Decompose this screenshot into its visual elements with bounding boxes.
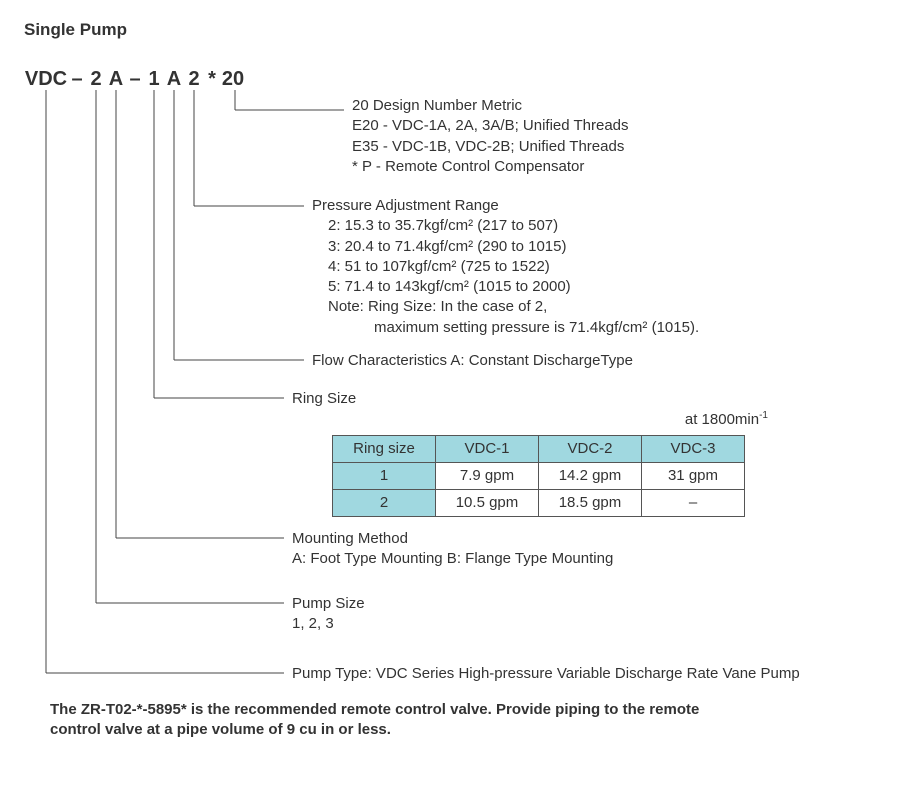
footer-line2: control valve at a pipe volume of 9 cu i… [50, 720, 879, 740]
pumpsize-heading: Pump Size [292, 594, 365, 614]
design-item-0: E20 - VDC-1A, 2A, 3A/B; Unified Threads [352, 116, 629, 136]
pressure-item-3: 5: 71.4 to 143kgf/cm² (1015 to 2000) [328, 277, 699, 297]
mounting-heading: Mounting Method [292, 529, 613, 549]
design-item-2: * P - Remote Control Compensator [352, 157, 629, 177]
pumpsize-block: Pump Size 1, 2, 3 [292, 594, 365, 635]
design-item-1: E35 - VDC-1B, VDC-2B; Unified Threads [352, 137, 629, 157]
table-row: 1 7.9 gpm 14.2 gpm 31 gpm [333, 462, 745, 489]
ring-caption-exp: -1 [759, 410, 768, 421]
seg-design: 20 [220, 68, 246, 91]
page-title: Single Pump [24, 20, 899, 40]
ring-caption-prefix: at 1800min [685, 411, 759, 428]
th-ringsize: Ring size [333, 435, 436, 462]
pumpsize-line: 1, 2, 3 [292, 614, 365, 634]
table-header-row: Ring size VDC-1 VDC-2 VDC-3 [333, 435, 745, 462]
ring-heading: Ring Size [292, 389, 772, 409]
pressure-note-2: maximum setting pressure is 71.4kgf/cm² … [328, 318, 699, 338]
seg-pressure: 2 [184, 68, 204, 91]
seg-vdc: VDC [24, 68, 68, 91]
seg-dash1: – [68, 68, 86, 91]
cell-r2c3: – [642, 490, 745, 517]
seg-pumpsize: 2 [86, 68, 106, 91]
pressure-item-1: 3: 20.4 to 71.4kgf/cm² (290 to 1015) [328, 237, 699, 257]
seg-star: * [204, 68, 220, 91]
ring-table-caption: at 1800min-1 [332, 409, 772, 430]
seg-ring: 1 [144, 68, 164, 91]
table-row: 2 10.5 gpm 18.5 gpm – [333, 490, 745, 517]
mounting-line: A: Foot Type Mounting B: Flange Type Mou… [292, 549, 613, 569]
cell-r1c2: 14.2 gpm [539, 462, 642, 489]
design-number-block: 20 Design Number Metric E20 - VDC-1A, 2A… [352, 96, 629, 177]
footer-line1: The ZR-T02-*-5895* is the recommended re… [50, 700, 879, 720]
pressure-block: Pressure Adjustment Range 2: 15.3 to 35.… [312, 196, 699, 338]
pressure-item-0: 2: 15.3 to 35.7kgf/cm² (217 to 507) [328, 216, 699, 236]
seg-flow: A [164, 68, 184, 91]
footer-note: The ZR-T02-*-5895* is the recommended re… [50, 700, 879, 741]
ring-block: Ring Size at 1800min-1 Ring size VDC-1 V… [292, 389, 772, 517]
th-vdc1: VDC-1 [436, 435, 539, 462]
pressure-item-2: 4: 51 to 107kgf/cm² (725 to 1522) [328, 257, 699, 277]
seg-mount: A [106, 68, 126, 91]
model-code: VDC–2A–1A2*20 [24, 68, 246, 91]
pressure-note-1: Note: Ring Size: In the case of 2, [328, 297, 699, 317]
cell-r1c0: 1 [333, 462, 436, 489]
pumptype-text: Pump Type: VDC Series High-pressure Vari… [292, 665, 800, 682]
cell-r2c0: 2 [333, 490, 436, 517]
model-breakdown-diagram: VDC–2A–1A2*20 [24, 68, 899, 768]
th-vdc2: VDC-2 [539, 435, 642, 462]
ring-size-table: Ring size VDC-1 VDC-2 VDC-3 1 7.9 gpm 14… [332, 435, 745, 518]
seg-dash2: – [126, 68, 144, 91]
flow-text: Flow Characteristics A: Constant Dischar… [312, 352, 633, 369]
design-heading: 20 Design Number Metric [352, 96, 629, 116]
cell-r2c2: 18.5 gpm [539, 490, 642, 517]
mounting-block: Mounting Method A: Foot Type Mounting B:… [292, 529, 613, 570]
cell-r1c1: 7.9 gpm [436, 462, 539, 489]
cell-r2c1: 10.5 gpm [436, 490, 539, 517]
pressure-heading: Pressure Adjustment Range [312, 196, 699, 216]
cell-r1c3: 31 gpm [642, 462, 745, 489]
flow-block: Flow Characteristics A: Constant Dischar… [312, 351, 633, 371]
pumptype-block: Pump Type: VDC Series High-pressure Vari… [292, 664, 800, 684]
th-vdc3: VDC-3 [642, 435, 745, 462]
